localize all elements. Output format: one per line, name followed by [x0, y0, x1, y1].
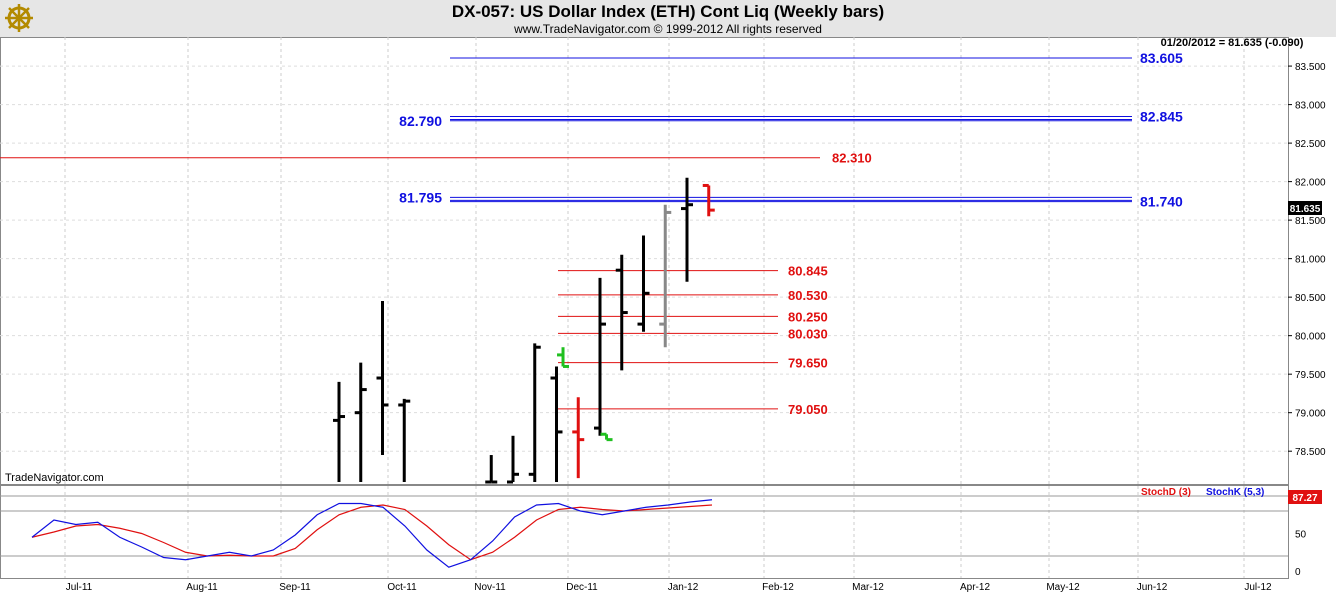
legend-stochk: StochK (5,3): [1206, 487, 1264, 498]
level-label: 81.795: [399, 189, 442, 205]
x-tick-label: Jul-12: [1244, 582, 1272, 593]
stoch-y-label: 50: [1295, 530, 1307, 541]
price-tag-box: [1288, 201, 1322, 215]
y-tick-label: 82.000: [1295, 178, 1326, 189]
y-tick-label: 79.000: [1295, 409, 1326, 420]
chart-title: DX-057: US Dollar Index (ETH) Cont Liq (…: [451, 2, 885, 21]
y-tick-label: 79.500: [1295, 370, 1326, 381]
x-tick-label: Jan-12: [668, 582, 699, 593]
x-tick-label: Mar-12: [852, 582, 884, 593]
x-tick-label: Aug-11: [186, 582, 218, 593]
stoch-line: [31, 499, 713, 568]
stoch-frame: [0, 485, 1289, 579]
stoch-y-label: 0: [1295, 567, 1301, 578]
ship-wheel-icon: [5, 4, 33, 32]
x-tick-label: Apr-12: [960, 582, 990, 593]
y-tick-label: 78.500: [1295, 447, 1326, 458]
last-price-info: 01/20/2012 = 81.635 (-0.090): [1161, 37, 1304, 49]
chart-copyright: www.TradeNavigator.com © 1999-2012 All r…: [514, 22, 822, 36]
level-label: 82.790: [399, 113, 442, 129]
y-tick-label: 81.500: [1295, 216, 1326, 227]
y-tick-label: 83.000: [1295, 101, 1326, 112]
x-tick-label: Nov-11: [474, 582, 506, 593]
axes: Jul-11 Aug-11 Sep-11 Oct-11 Nov-11 Dec-11 Jan-…: [66, 62, 1326, 593]
x-tick-label: Oct-11: [387, 582, 417, 593]
level-label: 80.030: [788, 326, 828, 341]
level-lines: 83.605 82.845 82.790 82.310 81.795 81.740 80.8…: [0, 50, 1183, 417]
legend-stochd: StochD (3): [1141, 487, 1191, 498]
main-frame: [0, 37, 1289, 485]
price-tag: 81.635: [1290, 204, 1321, 215]
level-label: 80.530: [788, 288, 828, 303]
price-bars: [333, 177, 715, 484]
x-tick-label: Jun-12: [1137, 582, 1168, 593]
y-tick-label: 81.000: [1295, 255, 1326, 266]
level-label: 82.310: [832, 151, 872, 166]
x-tick-label: Jul-11: [66, 582, 93, 593]
x-tick-label: Dec-11: [566, 582, 598, 593]
x-tick-label: May-12: [1046, 582, 1080, 593]
y-tick-label: 80.500: [1295, 293, 1326, 304]
level-label: 79.050: [788, 402, 828, 417]
chart-header: DX-057: US Dollar Index (ETH) Cont Liq (…: [0, 0, 1336, 37]
watermark: TradeNavigator.com: [5, 472, 104, 484]
stoch-tag: 87.27: [1292, 493, 1317, 504]
level-label: 82.845: [1140, 109, 1183, 125]
stoch-line: [31, 504, 713, 561]
level-label: 80.250: [788, 309, 828, 324]
level-label: 80.845: [788, 264, 828, 279]
y-tick-label: 83.500: [1295, 62, 1326, 73]
stoch-tag-box: [1288, 490, 1322, 504]
y-tick-label: 80.000: [1295, 332, 1326, 343]
level-label: 79.650: [788, 356, 828, 371]
level-label: 83.605: [1140, 50, 1183, 66]
stochastic-panel: [0, 495, 1288, 568]
x-tick-label: Feb-12: [762, 582, 794, 593]
x-tick-label: Sep-11: [279, 582, 311, 593]
level-label: 81.740: [1140, 194, 1183, 210]
y-tick-label: 82.500: [1295, 139, 1326, 150]
